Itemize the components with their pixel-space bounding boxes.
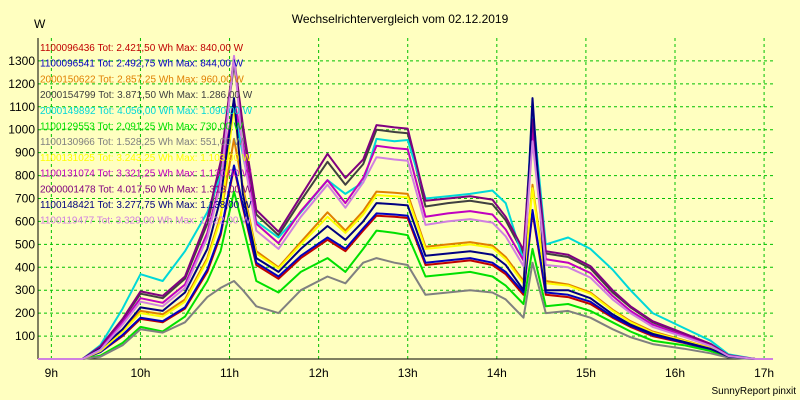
grid <box>38 38 773 359</box>
y-tick-label: 700 <box>15 192 35 206</box>
x-tick-label: 12h <box>309 366 329 380</box>
legend-entry-12: 1100119477 Tot: 3.329,00 Wh Max: 1.322,0… <box>40 216 251 227</box>
legend-entry-9: 1100131074 Tot: 3.321,25 Wh Max: 1.130,0… <box>40 169 252 180</box>
y-tick-label: 500 <box>15 237 35 251</box>
legend-entry-1: 1100096436 Tot: 2.421,50 Wh Max: 840,00 … <box>40 43 244 54</box>
series-line-8 <box>38 105 773 360</box>
series-line-5 <box>38 108 773 360</box>
legend-entry-3: 2000150622 Tot: 2.857,25 Wh Max: 960,00 … <box>40 74 244 85</box>
x-tick-label: 11h <box>220 366 239 380</box>
series-lines <box>38 54 773 360</box>
x-tick-label: 17h <box>754 366 774 380</box>
y-tick-label: 600 <box>15 214 35 228</box>
legend-entry-6: 1100129553 Tot: 2.091,25 Wh Max: 730,00 … <box>40 122 244 133</box>
legend-entry-8: 1100131025 Tot: 3.243,25 Wh Max: 1.103,0… <box>40 153 252 164</box>
x-tick-label: 15h <box>576 366 596 380</box>
legend-entry-10: 2000001478 Tot: 4.017,50 Wh Max: 1.313,0… <box>40 184 253 195</box>
x-tick-label: 13h <box>398 366 418 380</box>
y-tick-label: 900 <box>15 146 35 160</box>
series-line-10 <box>38 56 773 360</box>
y-tick-label: 1200 <box>8 77 35 91</box>
footer-credit: SunnyReport pinxit <box>712 386 797 397</box>
series-line-11 <box>38 97 773 360</box>
series-line-2 <box>38 164 773 360</box>
y-tick-label: 100 <box>15 329 35 343</box>
series-line-4 <box>38 63 773 360</box>
series-line-9 <box>38 98 773 360</box>
x-tick-label: 16h <box>665 366 685 380</box>
series-line-7 <box>38 257 773 360</box>
y-axis-unit-label: W <box>34 17 46 31</box>
x-tick-label: 14h <box>487 366 507 380</box>
legend-entry-7: 1100130966 Tot: 1.528,25 Wh Max: 551,00 … <box>40 137 244 148</box>
axes: 100 200 300 400 500 600 700 800 900 1000 1100 1200 1… <box>8 38 774 380</box>
series-line-12 <box>38 54 773 360</box>
legend-entry-4: 2000154799 Tot: 3.871,50 Wh Max: 1.286,0… <box>40 90 253 101</box>
y-tick-label: 200 <box>15 306 35 320</box>
legend-entry-5: 2000149892 Tot: 4.056,00 Wh Max: 1.090,0… <box>40 106 253 117</box>
y-tick-label: 800 <box>15 169 35 183</box>
y-tick-label: 1000 <box>8 123 35 137</box>
y-tick-label: 1300 <box>8 54 35 68</box>
y-tick-label: 400 <box>15 260 35 274</box>
legend-entry-11: 1100148421 Tot: 3.277,75 Wh Max: 1.138,0… <box>40 200 252 211</box>
x-tick-label: 9h <box>45 366 58 380</box>
legend: 1100096436 Tot: 2.421,50 Wh Max: 840,00 … <box>40 43 253 227</box>
chart-title: Wechselrichtervergleich vom 02.12.2019 <box>292 12 509 26</box>
legend-entry-2: 1100096541 Tot: 2.492,75 Wh Max: 844,00 … <box>40 59 244 70</box>
x-tick-label: 10h <box>130 366 150 380</box>
y-tick-label: 1100 <box>9 100 35 114</box>
series-line-6 <box>38 190 773 360</box>
y-tick-label: 300 <box>15 283 35 297</box>
